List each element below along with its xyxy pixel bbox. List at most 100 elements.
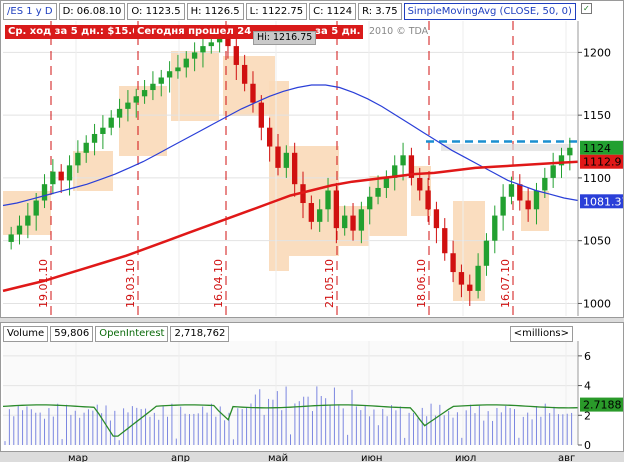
volume-plot-area [3,341,578,445]
candle-body [233,46,239,65]
symbol-field[interactable]: /ES 1 y D [3,3,57,20]
candle-body [258,102,264,128]
candle-body [458,272,465,285]
candle-body [141,90,148,97]
candle-body [425,190,431,210]
time-axis-label: авг [558,453,575,462]
price-tick-label: 1050 [583,235,611,248]
candle-body [175,67,181,72]
candle-body [308,203,315,222]
sma-200-line [2,160,579,293]
low-field: L: 1122.75 [245,3,308,20]
date-field: D: 06.08.10 [58,3,126,20]
volume-axis-bg [578,341,623,445]
candle-body [500,196,506,216]
candle-body [125,102,131,109]
candle-body [358,209,365,231]
volume-header: Volume 59,806 OpenInterest 2,718,762 [3,326,231,342]
study-checkbox-icon[interactable]: ✓ [580,3,592,14]
high-field: H: 1126.5 [186,3,244,20]
price-tick-label: 1000 [583,297,611,310]
candle-body [508,184,515,197]
candle-body [325,190,331,210]
candle-body [283,152,289,168]
candle-body [542,177,548,191]
time-axis-labels: мар апр май июн июл авг [68,453,575,462]
candle-body [216,37,223,43]
candle-body [50,171,56,185]
today-move-tail: за 5 дн. [315,26,361,37]
price-chart[interactable]: 19.01.10 19.03.10 16.04.10 21.05.10 18.06.10… [1,1,623,317]
date-marker-label: 16.07.10 [499,259,512,308]
date-marker-label: 19.03.10 [124,259,137,308]
volume-profile-block [269,81,289,271]
sma-50-badge-text: 1081.37 [583,195,623,208]
today-move-text: Сегодня прошел 24 [137,26,252,37]
candle-body [292,152,298,185]
candle-body [83,142,89,153]
candle-body [275,146,281,168]
candle-body [41,184,48,201]
price-tick-label: 1150 [583,109,611,122]
candle-body [183,58,189,68]
candle-body [166,71,173,78]
candle-body [467,284,473,291]
volume-pane[interactable]: 6 4 2 0 2.7188 Volume 59,806 OpenInterest 2,… [0,322,624,452]
date-marker-label: 19.01.10 [37,259,50,308]
oi-badge [580,397,623,412]
oi-badge-text: 2.7188 [583,399,622,412]
candle-body [133,96,139,103]
price-tick-label: 1200 [583,46,611,59]
candle-body [100,127,106,134]
candle-body [8,234,14,242]
candle-body [66,165,73,181]
time-axis-label: июл [455,453,476,462]
candle-body [241,64,248,84]
today-move-badge: Сегодня прошел 24 за 5 дн. [134,25,364,39]
candle-body [342,215,348,229]
study-name: SimpleMovingAvg (CLOSE, 50, 0) [407,6,572,17]
candle-body [533,190,540,210]
time-axis-label: апр [171,453,190,462]
candle-body [492,215,498,241]
candle-body [483,240,490,266]
candle-body [408,155,415,178]
candle-body [433,209,440,229]
volume-chart[interactable]: 6 4 2 0 2.7188 [1,323,623,451]
date-marker-label: 16.04.10 [212,259,225,308]
study-label[interactable]: SimpleMovingAvg (CLOSE, 50, 0) [403,3,576,20]
candle-body [150,83,156,91]
candle-body [116,108,123,118]
open-interest-line [2,404,579,437]
close-field: C: 1124 [309,3,357,20]
candle-body [367,196,373,210]
open-field: O: 1123.5 [127,3,185,20]
time-axis-label: июн [361,453,382,462]
candle-body [158,77,164,84]
price-tick-label: 1100 [583,172,611,185]
candle-body [33,200,39,216]
candle-body [375,187,381,197]
volume-tick-label: 2 [584,409,591,422]
candle-body [442,228,448,254]
volume-tick-label: 4 [584,380,591,393]
time-axis-label: май [268,453,288,462]
current-price-badge-text: 1124 [583,142,611,155]
current-price-badge [580,140,623,155]
candle-body [558,155,565,166]
avg-move-badge: Ср. ход за 5 дн.: $15.6 [5,25,143,39]
candle-body [350,215,356,231]
volume-tick-label: 0 [584,439,591,451]
price-pane[interactable]: 19.01.10 19.03.10 16.04.10 21.05.10 18.06.10… [0,0,624,318]
date-marker-label: 21.05.10 [323,259,336,308]
time-axis-label: мар [68,453,88,462]
sma-50-badge [580,194,623,209]
candle-body [191,52,198,59]
date-marker-label: 18.06.10 [415,259,428,308]
candle-body [16,225,23,235]
candle-body [392,165,398,178]
candle-body [200,46,206,53]
candle-body [333,190,340,229]
candle-body [75,152,81,166]
